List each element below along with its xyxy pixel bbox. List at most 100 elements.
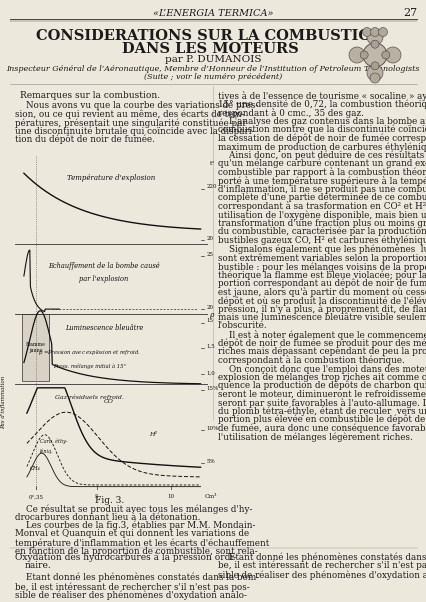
Text: 15: 15 xyxy=(206,318,213,323)
Circle shape xyxy=(348,47,364,63)
Circle shape xyxy=(370,62,378,70)
Text: Ce résultat se produit avec tous les mélanges d'hy-: Ce résultat se produit avec tous les mél… xyxy=(15,504,252,514)
Text: sible de réaliser des phénomènes d'oxydation analo-: sible de réaliser des phénomènes d'oxyda… xyxy=(218,570,426,580)
Text: 0°,35: 0°,35 xyxy=(28,494,43,500)
Text: L'analyse des gaz contenus dans la bombe après: L'analyse des gaz contenus dans la bombe… xyxy=(218,117,426,126)
Text: Etant donné les phénomènes constatés dans la bom-: Etant donné les phénomènes constatés dan… xyxy=(15,573,259,583)
Text: Ainsi donc, on peut déduire de ces résultats que lors-: Ainsi donc, on peut déduire de ces résul… xyxy=(218,150,426,160)
Text: be, il est intéressant de rechercher s'il n'est pas pos-: be, il est intéressant de rechercher s'i… xyxy=(218,561,426,571)
Text: par P. DUMANOIS: par P. DUMANOIS xyxy=(164,55,261,64)
Text: la cessation de dépôt de noir de fumée correspond au: la cessation de dépôt de noir de fumée c… xyxy=(218,134,426,143)
Text: est jaune, alors qu'à partir du moment où cesse ce: est jaune, alors qu'à partir du moment o… xyxy=(218,288,426,297)
Text: Echauffement de la bombe causé: Echauffement de la bombe causé xyxy=(48,261,159,270)
Text: une discontinuité brutale qui coïncide avec la dispari-: une discontinuité brutale qui coïncide a… xyxy=(15,126,254,136)
Text: dépôt de noir de fumée se produit pour des mélanges: dépôt de noir de fumée se produit pour d… xyxy=(218,338,426,348)
Text: correspondant à sa trasformation en CO² et H²O par: correspondant à sa trasformation en CO² … xyxy=(218,202,426,211)
Text: sible de réaliser des phénomènes d'oxydation analo-: sible de réaliser des phénomènes d'oxyda… xyxy=(15,591,246,601)
Text: transformation d'une fraction plus ou moins grande: transformation d'une fraction plus ou mo… xyxy=(218,219,426,228)
Circle shape xyxy=(370,28,379,37)
Text: Gaz résiduels refroid.: Gaz résiduels refroid. xyxy=(55,394,124,400)
Text: Etant donné les phénomènes constatés dans la bom-: Etant donné les phénomènes constatés dan… xyxy=(218,552,426,562)
Text: du plomb tétra-éthyle, étant de reculer  vers une pro-: du plomb tétra-éthyle, étant de reculer … xyxy=(218,406,426,416)
Text: Inspecteur Général de l’Aéronautique, Membre d’Honneur de l’Institution of Petro: Inspecteur Général de l’Aéronautique, Me… xyxy=(6,65,419,73)
Text: pératures, présentait une singularité constituée par: pératures, présentait une singularité co… xyxy=(15,118,246,128)
Text: CO: CO xyxy=(104,399,114,404)
Circle shape xyxy=(369,73,379,83)
Text: Nous avons vu que la courbe des variations de pres-: Nous avons vu que la courbe des variatio… xyxy=(15,101,258,110)
Text: «L’ENERGIA TERMICA»: «L’ENERGIA TERMICA» xyxy=(153,8,273,17)
Text: théorique la flamme est bleue violacée; pour la pro-: théorique la flamme est bleue violacée; … xyxy=(218,270,426,280)
Text: bustibles gazeux CO, H² et carbures éthyléniques.: bustibles gazeux CO, H² et carbures éthy… xyxy=(218,235,426,245)
Text: 27: 27 xyxy=(402,8,416,18)
Text: Pas d'inflammation: Pas d'inflammation xyxy=(0,376,6,429)
Circle shape xyxy=(366,29,382,45)
Text: 15° une densité de 0,72, la combustion théorique cor-: 15° une densité de 0,72, la combustion t… xyxy=(218,99,426,109)
Text: quence la production de dépôts de charbon qui encras-: quence la production de dépôts de charbo… xyxy=(218,381,426,391)
Text: léniq.: léniq. xyxy=(40,448,54,454)
Text: CH₄: CH₄ xyxy=(30,466,40,471)
Circle shape xyxy=(384,47,400,63)
Text: 20: 20 xyxy=(206,237,213,241)
Text: seront par suite favorables à l'auto-allumage. L'effet: seront par suite favorables à l'auto-all… xyxy=(218,398,426,408)
Text: Fig. 3.: Fig. 3. xyxy=(95,496,124,505)
Text: Flamme
jaune: Flamme jaune xyxy=(26,342,46,353)
Text: qu'un mélange carburé contenant un grand excès de: qu'un mélange carburé contenant un grand… xyxy=(218,159,426,169)
Text: drocarbures donnant lieu à la détonation.: drocarbures donnant lieu à la détonation… xyxy=(15,512,200,521)
Text: naire.: naire. xyxy=(25,561,52,570)
Text: température d'inflammation et les écarts d'échauffement: température d'inflammation et les écarts… xyxy=(15,538,269,547)
Text: porté à une température supérieure à la température: porté à une température supérieure à la … xyxy=(218,176,426,186)
Text: 220: 220 xyxy=(206,184,216,190)
Text: sion, ou ce qui revient au même, des écarts de tem-: sion, ou ce qui revient au même, des éca… xyxy=(15,110,244,119)
Text: maximum de production de carbures éthyléniques.: maximum de production de carbures éthylé… xyxy=(218,142,426,152)
Text: explosion de mélanges trop riches ait comme consé-: explosion de mélanges trop riches ait co… xyxy=(218,373,426,382)
Text: 5%: 5% xyxy=(206,459,215,464)
Text: du combustible, caractérisée par la production de com-: du combustible, caractérisée par la prod… xyxy=(218,227,426,237)
Text: 10%: 10% xyxy=(206,426,218,430)
Circle shape xyxy=(370,40,378,48)
Text: 5: 5 xyxy=(95,494,98,500)
Text: de fumée, aura donc une conséquence favorable pour: de fumée, aura donc une conséquence favo… xyxy=(218,423,426,433)
Text: Signalons également que les phénomènes  lumineux: Signalons également que les phénomènes l… xyxy=(218,245,426,255)
Text: DANS LES MOTEURS: DANS LES MOTEURS xyxy=(121,42,298,56)
Text: 1,0: 1,0 xyxy=(206,370,215,376)
Text: utilisation de l'oxygène disponible, mais bien une: utilisation de l'oxygène disponible, mai… xyxy=(218,210,426,220)
Text: respondant à 0 cmc., 35 des gaz.: respondant à 0 cmc., 35 des gaz. xyxy=(218,108,363,118)
Text: Les courbes de la fig.3, établies par M.M. Mondain-: Les courbes de la fig.3, établies par M.… xyxy=(15,521,255,530)
Text: mais une luminescence bleuâtre visible seulement dans: mais une luminescence bleuâtre visible s… xyxy=(218,313,426,322)
Circle shape xyxy=(377,28,386,37)
Text: Cm³: Cm³ xyxy=(204,494,217,500)
Text: correspondant à la combustion théorique.: correspondant à la combustion théorique. xyxy=(218,356,404,365)
Text: Température d'explosion: Température d'explosion xyxy=(67,175,155,182)
Text: (Suite ; voir le numéro précédent): (Suite ; voir le numéro précédent) xyxy=(144,73,282,81)
Text: l'utilisation de mélanges légèrement riches.: l'utilisation de mélanges légèrement ric… xyxy=(218,432,412,441)
Text: l'obscurité.: l'obscurité. xyxy=(218,321,267,330)
Text: tives à de l'essence de tourisme « socaline » ayant à: tives à de l'essence de tourisme « socal… xyxy=(218,91,426,101)
Text: seront le moteur, diminueront le refroidissement et: seront le moteur, diminueront le refroid… xyxy=(218,389,426,399)
Text: 10: 10 xyxy=(167,494,174,500)
Circle shape xyxy=(360,51,367,59)
Text: $\rho$: $\rho$ xyxy=(209,311,216,320)
Circle shape xyxy=(362,43,386,67)
Text: 20: 20 xyxy=(206,305,213,310)
Text: 1,5: 1,5 xyxy=(206,344,215,349)
Text: en fonction de la proportion de combustible, sont rela-: en fonction de la proportion de combusti… xyxy=(15,547,257,556)
Text: H²: H² xyxy=(148,432,156,438)
Text: dépôt et où se produit la discontinuité de l'élévation de: dépôt et où se produit la discontinuité … xyxy=(218,296,426,305)
Text: On conçoit donc que l'emploi dans des moteurs à: On conçoit donc que l'emploi dans des mo… xyxy=(218,364,426,374)
Text: Il est à noter également que le commencement du: Il est à noter également que le commence… xyxy=(218,330,426,340)
Text: Monval et Quanquin et qui donnent les variations de: Monval et Quanquin et qui donnent les va… xyxy=(15,530,248,539)
Text: Press. mélange initial à 15°: Press. mélange initial à 15° xyxy=(52,363,126,369)
Text: Oxydation des hydrocarbures à la pression ordi-: Oxydation des hydrocarbures à la pressio… xyxy=(15,552,236,562)
Text: 25: 25 xyxy=(206,252,213,256)
Circle shape xyxy=(366,65,382,81)
Text: $\rho$ =Pression avec explosion et refroid.: $\rho$ =Pression avec explosion et refro… xyxy=(38,348,140,357)
Bar xyxy=(23,314,49,381)
Text: tion du dépôt de noir de fumée.: tion du dépôt de noir de fumée. xyxy=(15,135,155,144)
Text: portion plus élevée en combustible le dépôt de noir: portion plus élevée en combustible le dé… xyxy=(218,415,426,424)
Text: 15%: 15% xyxy=(206,385,218,391)
Text: par l'explosion: par l'explosion xyxy=(79,275,128,283)
Text: combustible par rapport à la combustion théorique est: combustible par rapport à la combustion … xyxy=(218,167,426,178)
Text: portion correspondant au dépôt de noir de fumée, elle: portion correspondant au dépôt de noir d… xyxy=(218,279,426,288)
Text: complète d'une partie déterminée de ce combustible: complète d'une partie déterminée de ce c… xyxy=(218,193,426,202)
Circle shape xyxy=(362,28,371,37)
